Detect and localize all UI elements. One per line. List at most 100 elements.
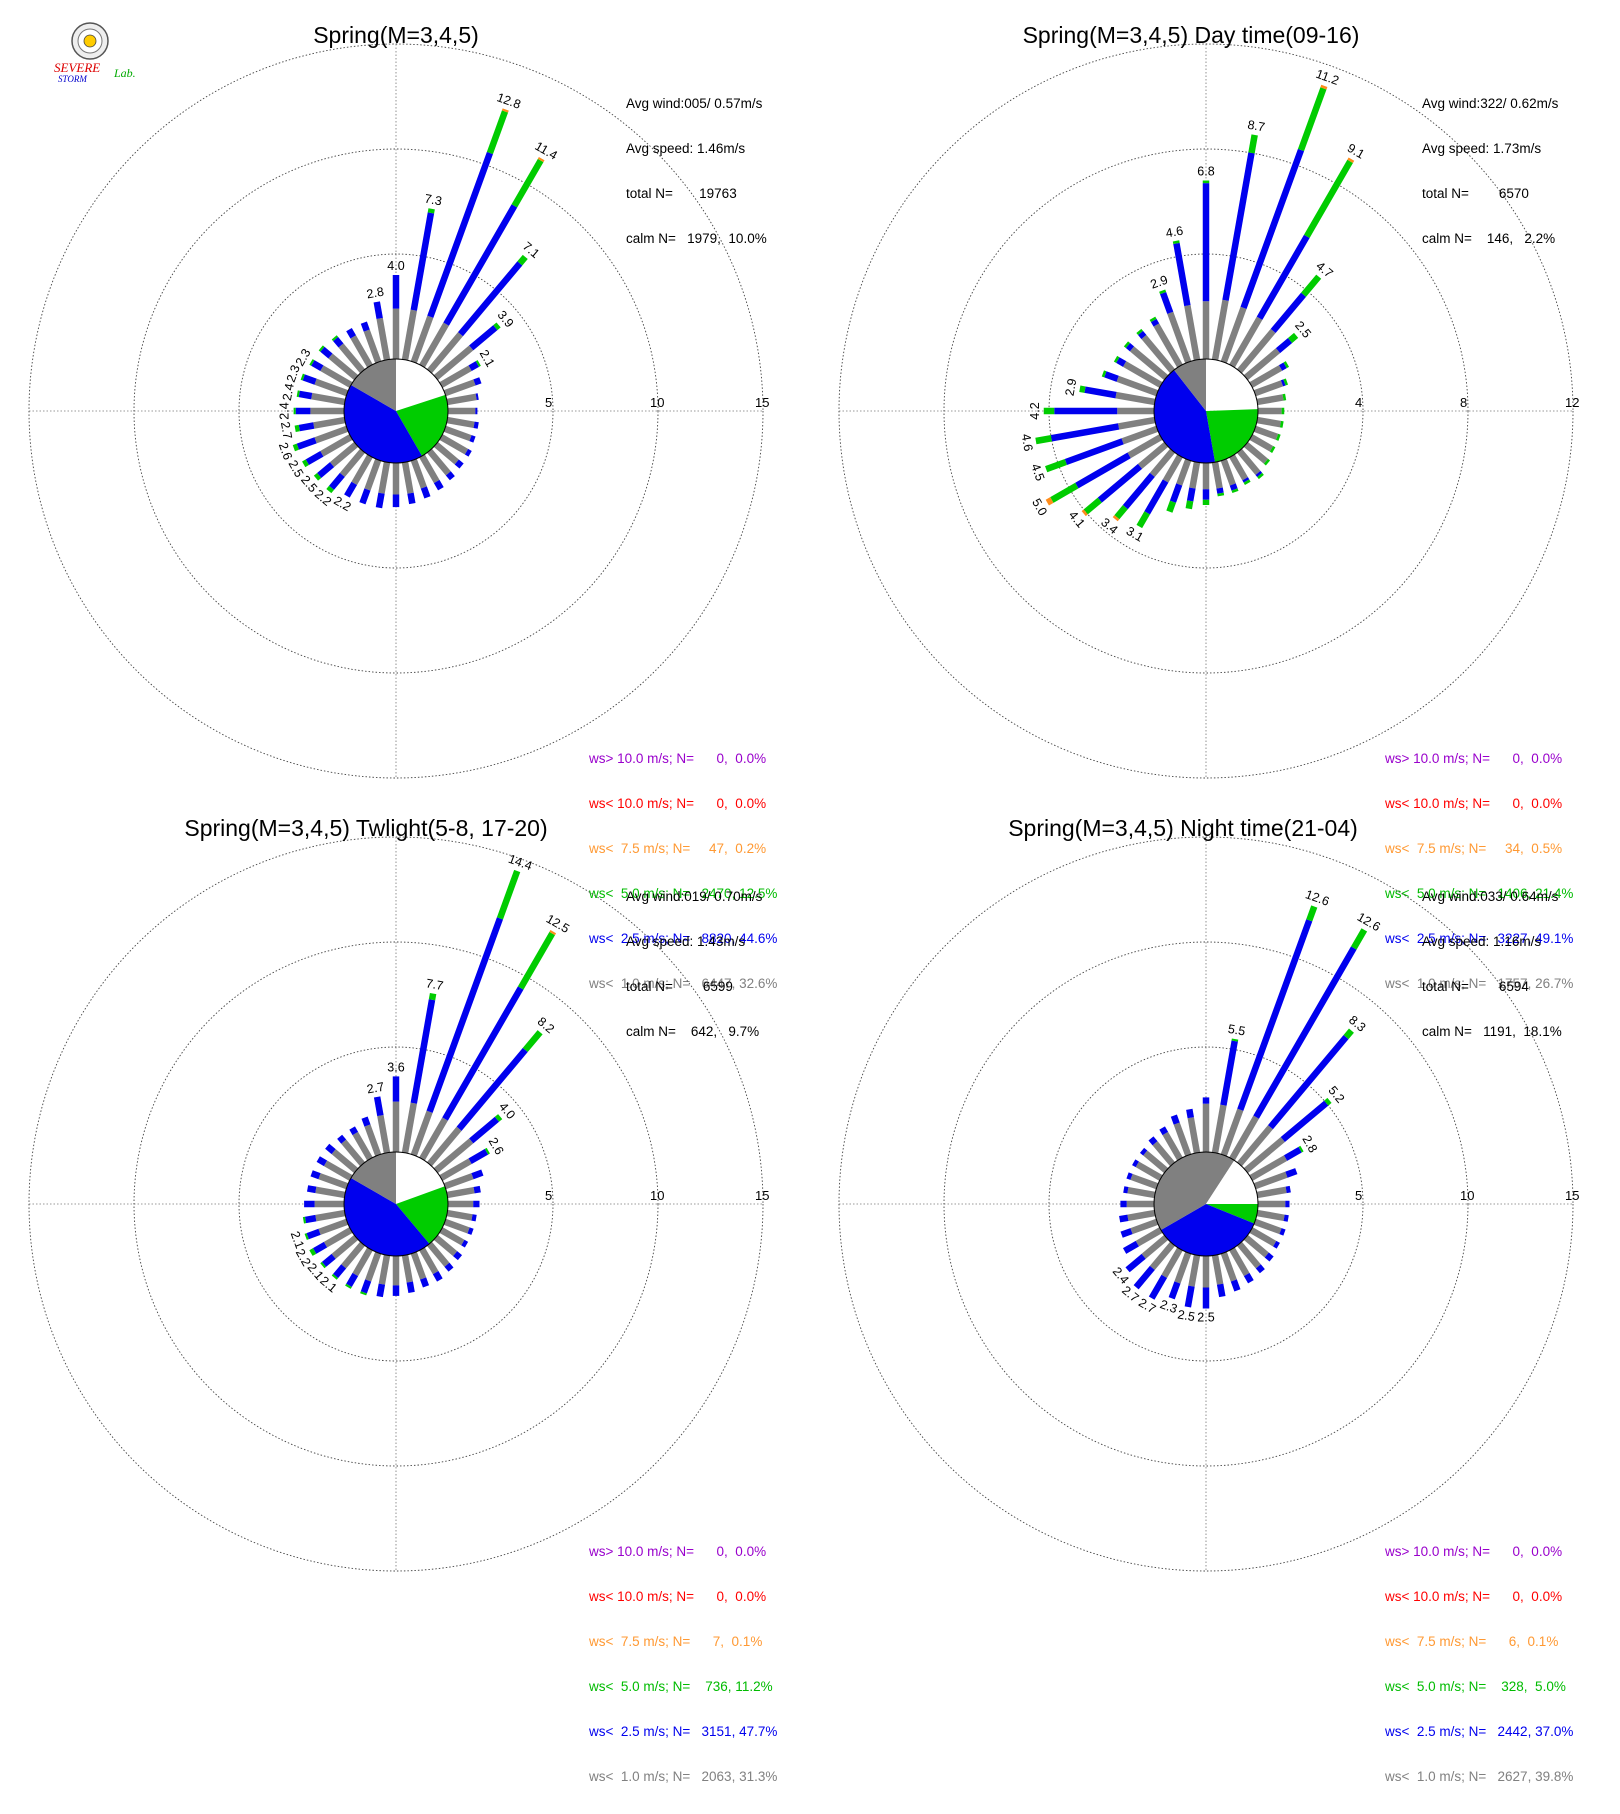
petal-segment — [1116, 395, 1155, 402]
petal-segment — [334, 337, 335, 339]
petal-segment — [1300, 1149, 1302, 1150]
petal-segment — [1189, 501, 1190, 509]
petal-segment — [1086, 500, 1100, 512]
petal-segment — [1125, 475, 1152, 507]
petal-value-label: 12.5 — [544, 912, 572, 936]
petal-segment — [432, 994, 433, 1000]
petal-value-label: 4.2 — [1028, 402, 1042, 419]
petal-segment — [474, 425, 478, 426]
petal-segment — [1139, 513, 1147, 527]
stat-total-n: total N= 6599 — [626, 979, 762, 994]
legend-entry: ws< 7.5 m/s; N= 6, 0.1% — [1385, 1634, 1573, 1649]
petal-segment — [525, 1032, 540, 1050]
petal-segment — [541, 159, 542, 161]
petal-segment — [1174, 1116, 1177, 1124]
petal-segment — [1141, 333, 1144, 337]
petal-segment — [405, 310, 414, 360]
petal-segment — [379, 493, 382, 507]
legend: ws> 10.0 m/s; N= 0, 0.0% ws< 10.0 m/s; N… — [1385, 1514, 1573, 1814]
petal-value-label: 2.7 — [366, 1080, 386, 1097]
stat-avg-wind: Avg wind:322/ 0.62m/s — [1422, 96, 1558, 111]
petal-segment — [470, 1152, 486, 1161]
petal-value-label: 2.4 — [278, 402, 292, 419]
legend-entry: ws< 2.5 m/s; N= 2442, 37.0% — [1385, 1724, 1573, 1739]
petal-segment — [1255, 1222, 1281, 1231]
petal-segment — [472, 1173, 482, 1177]
petal-segment — [1257, 1213, 1284, 1218]
petal-value-label: 2.7 — [278, 421, 295, 441]
petal-segment — [1301, 88, 1323, 150]
petal-segment — [295, 428, 299, 429]
petal-segment — [327, 1146, 333, 1151]
petal-segment — [1284, 382, 1286, 383]
petal-segment — [410, 493, 412, 503]
petal-segment — [307, 454, 322, 462]
petal-value-label: 4.6 — [1165, 224, 1185, 241]
petal-segment — [423, 1279, 426, 1287]
ring-label: 5 — [1355, 1188, 1362, 1203]
petal-segment — [316, 1190, 345, 1195]
petal-value-label: 12.6 — [1355, 910, 1383, 934]
petal-segment — [336, 339, 341, 345]
petal-segment — [1066, 441, 1123, 462]
petal-segment — [306, 1236, 308, 1237]
petal-segment — [405, 1255, 410, 1282]
petal-value-label: 7.7 — [425, 976, 445, 993]
petal-segment — [414, 460, 424, 488]
legend-entry: ws< 2.5 m/s; N= 3151, 47.7% — [589, 1724, 777, 1739]
petal-segment — [1163, 293, 1170, 313]
petal-segment — [1118, 360, 1125, 364]
legend-entry: ws> 10.0 m/s; N= 0, 0.0% — [589, 1544, 777, 1559]
stats-block: Avg wind:005/ 0.57m/s Avg speed: 1.46m/s… — [626, 66, 767, 276]
petal-segment — [380, 318, 387, 359]
petal-segment — [1346, 1031, 1351, 1037]
stat-total-n: total N= 6570 — [1422, 186, 1558, 201]
stat-calm-n: calm N= 146, 2.2% — [1422, 231, 1558, 246]
petal-segment — [486, 1151, 488, 1152]
legend-entry: ws< 1.0 m/s; N= 2627, 39.8% — [1385, 1769, 1573, 1784]
stat-avg-wind: Avg wind:019/ 0.70m/s — [626, 889, 762, 904]
petal-segment — [1176, 243, 1187, 305]
stat-avg-speed: Avg speed: 1.46m/s — [626, 141, 767, 156]
petal-segment — [1122, 1231, 1132, 1235]
petal-segment — [1116, 359, 1118, 360]
petal-segment — [1179, 460, 1188, 485]
petal-segment — [1215, 462, 1220, 488]
petal-segment — [500, 871, 517, 918]
ring-label: 8 — [1460, 395, 1467, 410]
petal-segment — [447, 1265, 451, 1270]
petal-segment — [505, 110, 506, 112]
petal-segment — [405, 1103, 414, 1153]
petal-segment — [431, 209, 432, 213]
petal-segment — [1046, 462, 1066, 469]
petal-segment — [1172, 1282, 1178, 1298]
petal-segment — [1257, 1190, 1286, 1195]
stats-block: Avg wind:019/ 0.70m/s Avg speed: 1.43m/s… — [626, 859, 762, 1069]
petal-segment — [315, 1245, 326, 1251]
petal-segment — [302, 377, 304, 378]
petal-segment — [445, 382, 475, 393]
stat-total-n: total N= 6594 — [1422, 979, 1562, 994]
petal-segment — [477, 363, 479, 364]
petal-segment — [1233, 485, 1235, 490]
petal-value-label: 2.5 — [1197, 1311, 1214, 1325]
petal-value-label: 6.8 — [1197, 165, 1214, 179]
petal-segment — [1125, 1244, 1138, 1251]
petal-segment — [1224, 460, 1233, 485]
petal-segment — [377, 1097, 380, 1116]
petal-segment — [308, 1232, 320, 1236]
petal-segment — [1117, 507, 1125, 517]
petal-segment — [320, 1222, 348, 1232]
stat-avg-speed: Avg speed: 1.16m/s — [1422, 934, 1562, 949]
legend-entry: ws< 5.0 m/s; N= 736, 11.2% — [589, 1679, 777, 1694]
petal-segment — [445, 1222, 469, 1231]
petal-segment — [1246, 481, 1247, 483]
ring-label: 15 — [755, 395, 769, 410]
stats-block: Avg wind:033/ 0.64m/s Avg speed: 1.16m/s… — [1422, 859, 1562, 1069]
petal-segment — [364, 323, 367, 331]
petal-segment — [414, 1253, 423, 1279]
petal-segment — [1192, 1255, 1197, 1286]
petal-segment — [1128, 1175, 1132, 1176]
petal-segment — [1190, 488, 1192, 501]
petal-segment — [1220, 488, 1221, 493]
